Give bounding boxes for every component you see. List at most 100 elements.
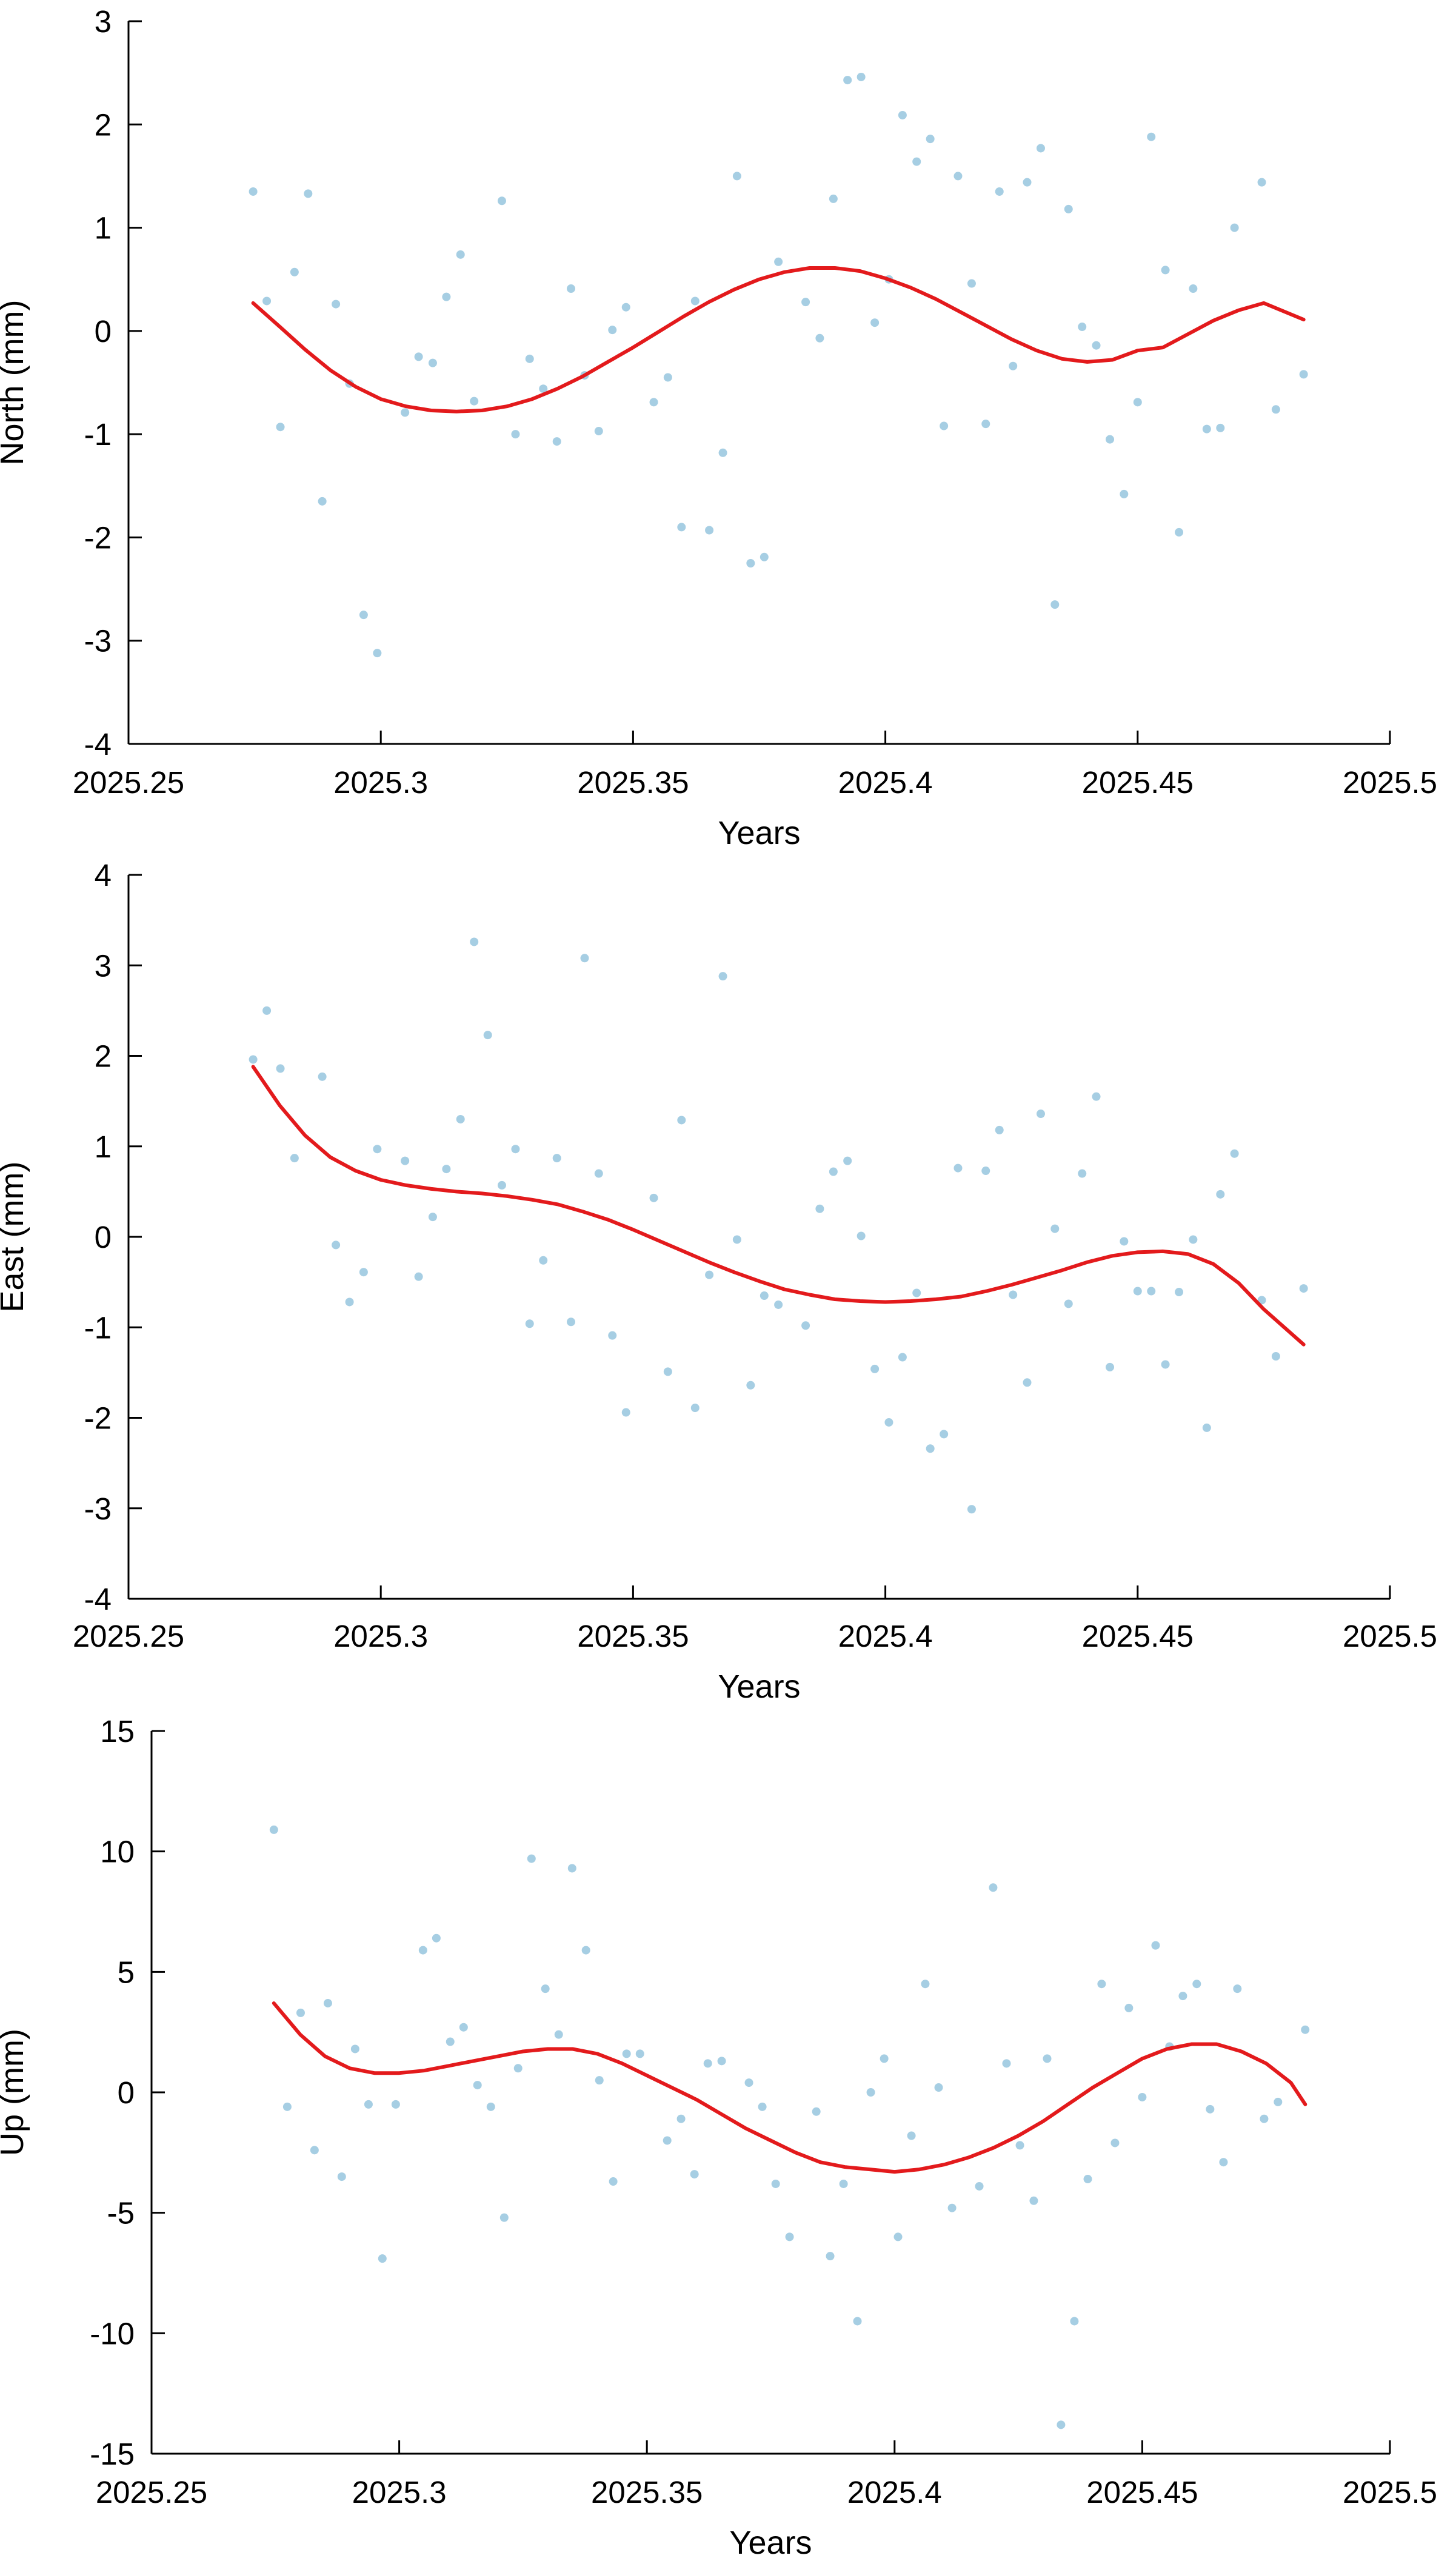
north-data-point (746, 559, 755, 567)
east-data-point (1120, 1237, 1129, 1246)
north-y-tick-label: -1 (84, 417, 112, 452)
up-data-point (826, 2252, 835, 2261)
north-data-point (732, 172, 741, 181)
north-data-point (801, 298, 810, 307)
east-data-point (690, 1404, 700, 1413)
east-data-point (1009, 1290, 1018, 1299)
up-data-point (581, 1946, 590, 1955)
east-data-point (1175, 1288, 1184, 1297)
north-data-point (705, 526, 714, 535)
north-data-point (1271, 405, 1280, 414)
north-data-point (1189, 284, 1198, 293)
north-data-point (539, 384, 548, 393)
north-data-point (981, 420, 990, 429)
north-data-point (718, 448, 727, 457)
north-y-tick-label: -4 (84, 727, 112, 762)
up-data-point (717, 2057, 726, 2066)
east-x-tick-label: 2025.45 (1082, 1619, 1194, 1653)
north-data-point (690, 296, 700, 306)
east-data-point (718, 972, 727, 981)
north-x-tick-label: 2025.5 (1343, 765, 1437, 800)
north-data-point (373, 649, 382, 658)
east-y-axis-label: East (mm) (0, 1162, 30, 1313)
east-data-point (262, 1006, 272, 1015)
east-y-tick-label: -3 (84, 1491, 112, 1526)
north-data-point (318, 497, 327, 506)
north-data-point (608, 326, 617, 335)
up-data-point (527, 1854, 536, 1863)
north-data-point (1106, 435, 1115, 444)
north-data-point (262, 296, 272, 306)
east-data-point (815, 1204, 824, 1213)
up-data-point (989, 1883, 998, 1892)
north-data-point (1120, 489, 1129, 498)
north-data-point (442, 292, 451, 301)
east-y-tick-label: -4 (84, 1582, 112, 1616)
north-y-tick-label: 0 (95, 314, 112, 349)
north-data-point (332, 300, 341, 309)
east-data-point (760, 1291, 769, 1301)
north-data-point (953, 172, 963, 181)
up-y-tick-label: -5 (107, 2196, 135, 2231)
north-data-point (843, 76, 852, 85)
north-y-tick-label: 1 (95, 211, 112, 246)
east-data-point (1023, 1378, 1032, 1387)
east-data-point (401, 1156, 410, 1165)
up-data-point (1043, 2054, 1052, 2063)
east-x-tick-label: 2025.4 (838, 1619, 933, 1653)
east-data-point (483, 1031, 492, 1040)
east-data-point (428, 1213, 437, 1222)
up-data-point (703, 2059, 712, 2068)
east-data-point (884, 1418, 893, 1427)
north-data-point (1161, 266, 1170, 275)
up-data-point (1219, 2158, 1228, 2167)
east-data-point (552, 1154, 561, 1163)
north-data-point (663, 373, 672, 382)
up-data-point (1178, 1992, 1187, 2001)
east-data-point (373, 1145, 382, 1154)
east-y-tick-label: 4 (95, 858, 112, 892)
east-data-point (511, 1145, 520, 1154)
north-data-point (304, 189, 313, 198)
up-data-point (880, 2054, 889, 2063)
north-data-point (1257, 178, 1266, 187)
up-x-axis-label: Years (729, 2525, 812, 2561)
north-data-point (649, 398, 658, 407)
east-data-point (1147, 1287, 1156, 1296)
up-data-point (609, 2177, 618, 2186)
east-data-point (981, 1167, 990, 1176)
east-data-point (829, 1167, 838, 1176)
north-data-point (677, 523, 686, 532)
east-data-point (332, 1240, 341, 1250)
east-data-point (276, 1064, 285, 1073)
north-y-tick-label: 2 (95, 107, 112, 142)
north-data-point (1216, 423, 1225, 432)
east-data-point (1189, 1235, 1198, 1244)
up-data-point (323, 1998, 332, 2007)
up-data-point (1260, 2114, 1269, 2123)
up-data-point (486, 2102, 495, 2111)
up-data-point (947, 2203, 957, 2212)
up-data-point (1057, 2420, 1066, 2429)
up-y-tick-label: 5 (118, 1955, 135, 1989)
east-x-tick-label: 2025.35 (577, 1619, 689, 1653)
up-data-point (853, 2317, 862, 2326)
up-data-point (1206, 2104, 1215, 2114)
east-data-point (249, 1055, 258, 1064)
up-data-point (378, 2254, 387, 2263)
east-data-point (1133, 1287, 1142, 1296)
north-data-point (497, 196, 506, 206)
north-data-point (829, 194, 838, 203)
up-data-point (350, 2044, 359, 2054)
east-data-point (621, 1408, 630, 1417)
east-data-point (801, 1321, 810, 1330)
north-y-tick-label: -2 (84, 520, 112, 555)
north-data-point (290, 267, 299, 276)
north-y-tick-label: 3 (95, 4, 112, 39)
east-data-point (912, 1288, 921, 1297)
north-data-point (359, 611, 368, 620)
up-data-point (1124, 2003, 1134, 2012)
north-data-point (1092, 341, 1101, 350)
north-data-point (511, 430, 520, 439)
